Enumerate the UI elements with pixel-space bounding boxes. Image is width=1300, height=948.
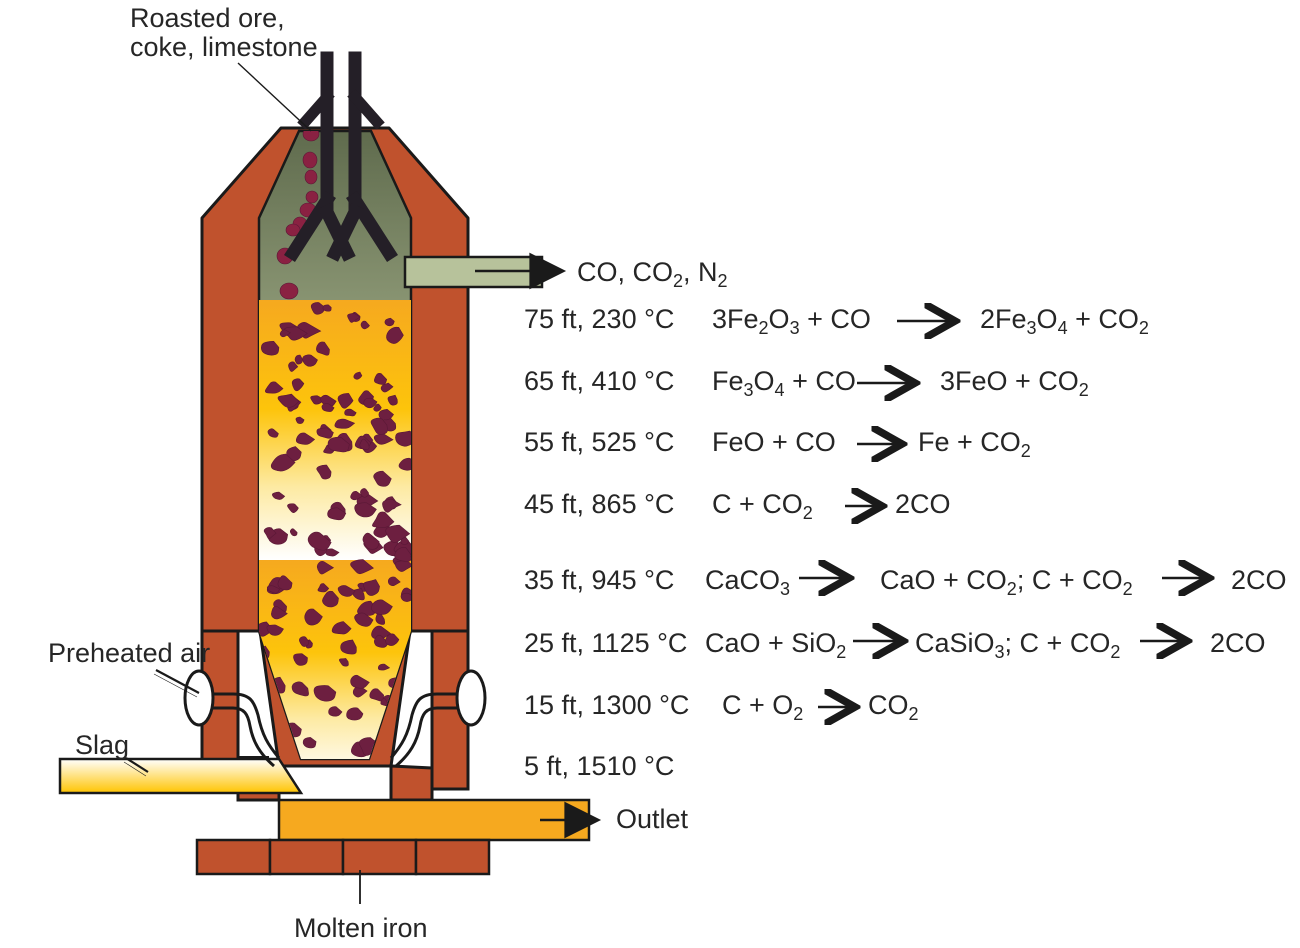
- svg-text:CaO + CO2; C + CO2: CaO + CO2; C + CO2: [880, 565, 1133, 599]
- svg-text:25 ft, 1125 °C: 25 ft, 1125 °C: [524, 628, 687, 658]
- svg-text:3Fe2O3 + CO: 3Fe2O3 + CO: [712, 304, 871, 338]
- svg-text:Fe3O4 + CO: Fe3O4 + CO: [712, 366, 856, 400]
- svg-text:75 ft, 230 °C: 75 ft, 230 °C: [524, 304, 674, 334]
- svg-text:coke, limestone: coke, limestone: [130, 32, 318, 62]
- svg-text:CO2: CO2: [868, 690, 919, 724]
- svg-text:CaSiO3; C + CO2: CaSiO3; C + CO2: [915, 628, 1120, 662]
- svg-text:CaO + SiO2: CaO + SiO2: [705, 628, 846, 662]
- svg-text:5 ft, 1510 °C: 5 ft, 1510 °C: [524, 751, 674, 781]
- svg-text:C + O2: C + O2: [722, 690, 803, 724]
- svg-text:Outlet: Outlet: [616, 804, 689, 834]
- svg-text:55 ft, 525 °C: 55 ft, 525 °C: [524, 427, 674, 457]
- svg-text:Molten iron: Molten iron: [294, 913, 428, 943]
- svg-text:Preheated air: Preheated air: [48, 638, 210, 668]
- svg-text:65 ft, 410 °C: 65 ft, 410 °C: [524, 366, 674, 396]
- svg-text:Fe + CO2: Fe + CO2: [918, 427, 1031, 461]
- svg-text:FeO + CO: FeO + CO: [712, 427, 836, 457]
- svg-text:CO, CO2, N2: CO, CO2, N2: [577, 257, 728, 291]
- svg-text:2Fe3O4 + CO2: 2Fe3O4 + CO2: [980, 304, 1149, 338]
- svg-text:2CO: 2CO: [1231, 565, 1287, 595]
- svg-text:Slag: Slag: [75, 730, 129, 760]
- svg-text:CaCO3: CaCO3: [705, 565, 790, 599]
- svg-text:C + CO2: C + CO2: [712, 489, 813, 523]
- svg-text:3FeO + CO2: 3FeO + CO2: [940, 366, 1089, 400]
- svg-text:15 ft, 1300 °C: 15 ft, 1300 °C: [524, 690, 689, 720]
- svg-text:45 ft, 865 °C: 45 ft, 865 °C: [524, 489, 674, 519]
- svg-text:Roasted ore,: Roasted ore,: [130, 3, 285, 33]
- svg-text:35 ft, 945 °C: 35 ft, 945 °C: [524, 565, 674, 595]
- svg-text:2CO: 2CO: [895, 489, 951, 519]
- svg-text:2CO: 2CO: [1210, 628, 1266, 658]
